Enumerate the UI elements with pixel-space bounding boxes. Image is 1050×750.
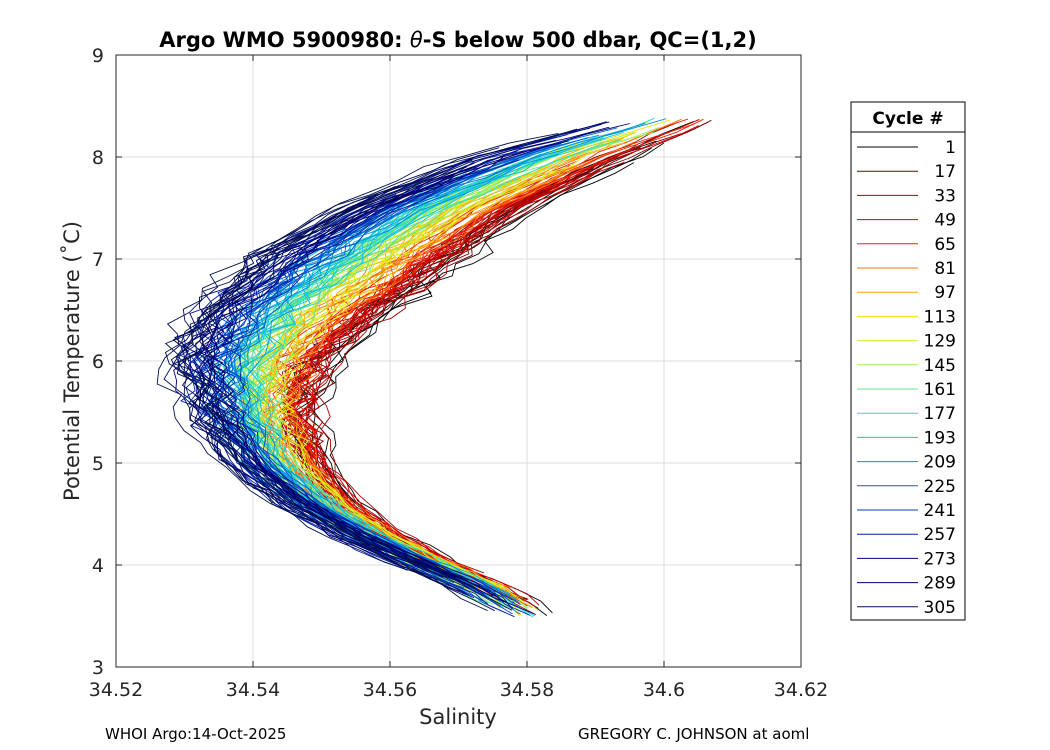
y-tick-label: 3 xyxy=(92,657,104,679)
profile-line xyxy=(205,123,630,597)
profile-line xyxy=(272,163,579,591)
y-axis-label: Potential Temperature (˚C) xyxy=(60,221,84,501)
y-tick-label: 4 xyxy=(92,555,104,577)
legend-label: 17 xyxy=(934,162,956,182)
profile-line xyxy=(177,169,450,572)
profile-line xyxy=(172,121,610,579)
profile-line xyxy=(240,157,542,594)
profile-line xyxy=(163,147,500,612)
profile-line xyxy=(289,118,704,599)
legend-label: 113 xyxy=(924,307,956,327)
x-tick-label: 34.58 xyxy=(500,679,554,701)
legend-label: 81 xyxy=(934,259,956,279)
profile-line xyxy=(268,142,625,611)
legend-label: 49 xyxy=(934,211,956,231)
profile-line xyxy=(311,167,603,574)
legend-label: 305 xyxy=(924,598,956,618)
profile-line xyxy=(282,161,593,606)
profile-line xyxy=(176,159,475,589)
profile-line xyxy=(316,161,625,606)
profile-line xyxy=(223,178,514,604)
profile-lines xyxy=(156,117,712,618)
legend: Cycle # 1 17 33 49 65 81 97 113 129 145 161 177 193 2… xyxy=(850,101,966,621)
footer-right: GREGORY C. JOHNSON at aoml xyxy=(578,725,810,743)
x-tick-label: 34.54 xyxy=(226,679,280,701)
profile-line xyxy=(220,159,520,601)
profile-line xyxy=(273,180,528,588)
x-tick-label: 34.52 xyxy=(89,679,143,701)
profile-line xyxy=(175,121,607,569)
profile-line xyxy=(295,162,600,567)
profile-line xyxy=(164,128,578,596)
legend-label: 145 xyxy=(924,356,956,376)
legend-label: 65 xyxy=(934,235,956,255)
y-tick-label: 7 xyxy=(92,249,104,271)
profile-line xyxy=(291,159,609,567)
profile-line xyxy=(170,185,460,593)
legend-label: 97 xyxy=(934,283,956,303)
profile-line xyxy=(256,139,620,576)
y-tick-label: 8 xyxy=(92,147,104,169)
legend-label: 289 xyxy=(924,574,956,594)
legend-label: 241 xyxy=(924,501,956,521)
profile-line xyxy=(255,178,519,567)
legend-label: 177 xyxy=(924,404,956,424)
x-axis-label: Salinity xyxy=(419,705,497,729)
y-tick-label: 5 xyxy=(92,453,104,475)
profile-line xyxy=(291,167,584,571)
legend-label: 161 xyxy=(924,380,956,400)
footer-left: WHOI Argo:14-Oct-2025 xyxy=(105,725,287,743)
profile-line xyxy=(243,153,559,602)
axis-ticks: 34.52 34.54 34.56 34.58 34.6 34.62 3 4 5 6 7 8 9 xyxy=(89,45,828,701)
legend-label: 209 xyxy=(924,453,956,473)
profile-line xyxy=(204,165,502,602)
profile-line xyxy=(277,166,578,598)
y-tick-label: 9 xyxy=(92,45,104,67)
legend-label: 193 xyxy=(924,428,956,448)
profile-line xyxy=(156,132,559,612)
profile-line xyxy=(296,174,584,609)
legend-label: 257 xyxy=(924,525,956,545)
legend-label: 33 xyxy=(934,186,956,206)
legend-label: 1 xyxy=(945,138,956,158)
legend-label: 225 xyxy=(924,477,956,497)
profile-line xyxy=(312,162,635,614)
chart-title: Argo WMO 5900980: θ-S below 500 dbar, QC… xyxy=(159,28,756,52)
profile-line xyxy=(308,147,652,616)
y-tick-label: 6 xyxy=(92,351,104,373)
profile-line xyxy=(252,142,605,569)
x-tick-label: 34.6 xyxy=(643,679,685,701)
legend-label: 129 xyxy=(924,332,956,352)
profile-line xyxy=(276,191,534,572)
legend-box xyxy=(850,101,966,621)
profile-line xyxy=(299,125,699,595)
x-tick-label: 34.56 xyxy=(363,679,417,701)
profile-line xyxy=(232,195,448,570)
legend-label: 273 xyxy=(924,549,956,569)
x-tick-label: 34.62 xyxy=(774,679,828,701)
legend-title: Cycle # xyxy=(872,109,943,129)
